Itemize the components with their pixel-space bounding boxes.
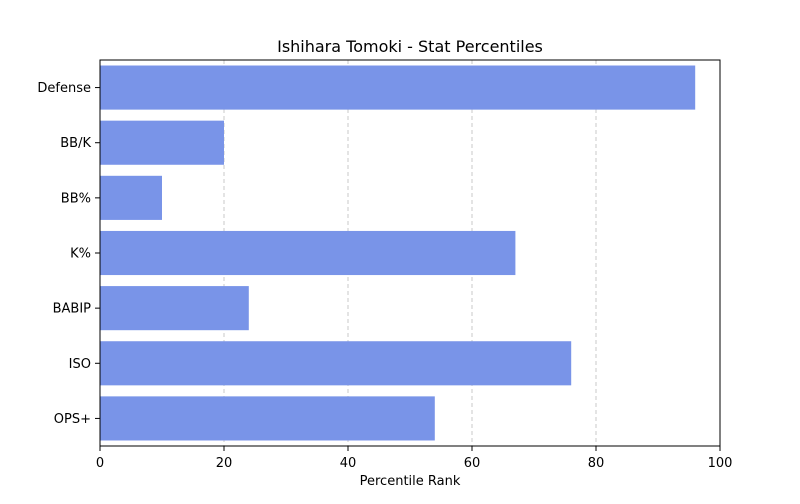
bar-group [100, 65, 696, 441]
y-tick-label: BB/K [60, 136, 91, 151]
chart-title: Ishihara Tomoki - Stat Percentiles [277, 37, 543, 56]
bar-babip [100, 286, 249, 331]
y-tick-label: BB% [61, 191, 91, 206]
x-tick-label: 20 [216, 456, 233, 471]
y-tick-label: BABIP [53, 302, 92, 317]
y-axis-ticks: Defense BB/K BB% K% BABIP ISO OPS+ [37, 81, 100, 427]
x-tick-label: 40 [340, 456, 357, 471]
y-tick-label: ISO [69, 357, 91, 372]
y-tick-label: Defense [37, 81, 91, 96]
bar-iso [100, 341, 572, 386]
x-tick-label: 0 [96, 456, 104, 471]
bar-bb-k [100, 120, 224, 165]
bar-ops- [100, 396, 435, 441]
bar-bb- [100, 175, 162, 220]
x-axis-ticks: 0 20 40 60 80 100 [96, 446, 733, 471]
bar-defense [100, 65, 696, 110]
y-tick-label: K% [70, 247, 91, 262]
x-tick-label: 80 [588, 456, 605, 471]
x-axis-label: Percentile Rank [360, 474, 461, 489]
x-tick-label: 60 [464, 456, 481, 471]
x-tick-label: 100 [708, 456, 733, 471]
bar-k- [100, 230, 516, 276]
y-tick-label: OPS+ [54, 412, 91, 427]
